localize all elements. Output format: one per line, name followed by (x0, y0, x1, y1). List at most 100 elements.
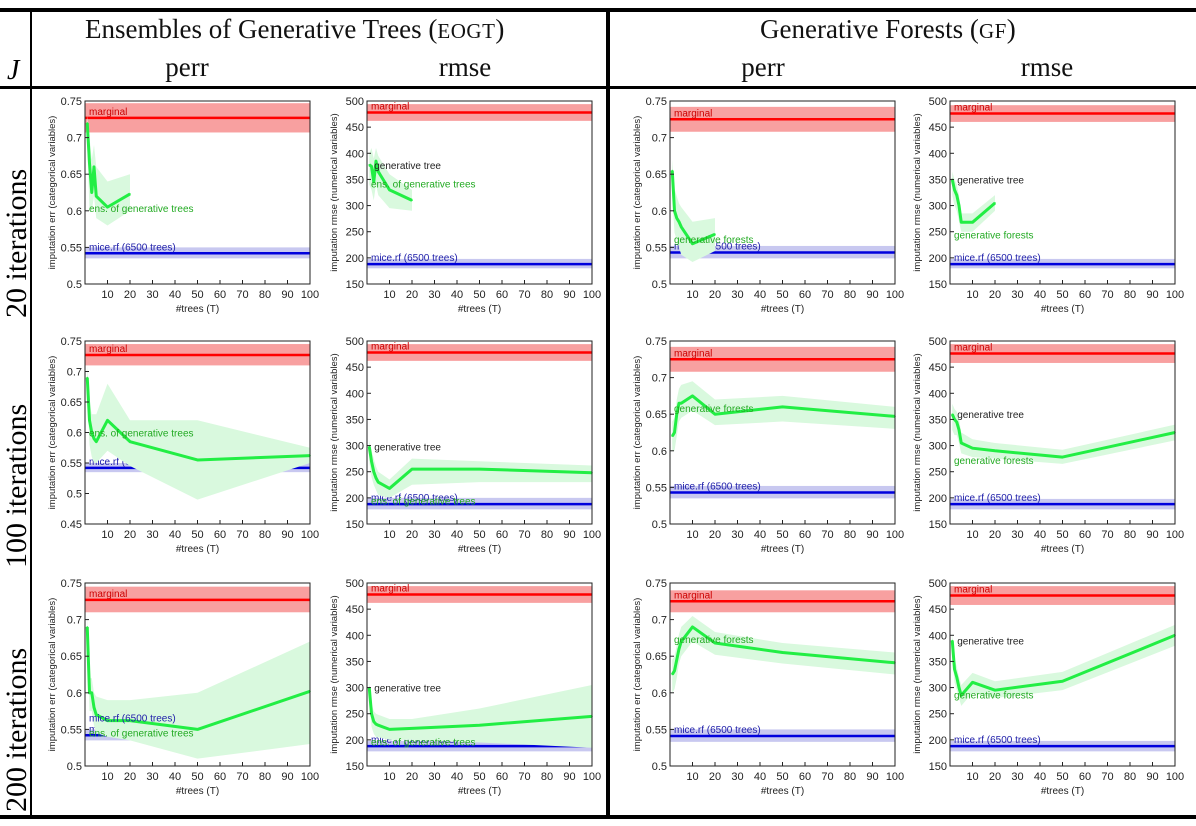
data-point (372, 470, 375, 473)
chart-2-3: marginal mice.rf (6500 trees) generative t… (912, 578, 1184, 797)
x-tick-label: 60 (1079, 289, 1091, 301)
marginal-label: marginal (954, 103, 992, 114)
x-axis-label: #trees (T) (458, 786, 501, 797)
marginal-label: marginal (89, 107, 127, 118)
x-tick-label: 100 (1166, 529, 1184, 541)
y-tick-label: 500 (346, 578, 364, 590)
data-point (106, 206, 109, 208)
x-tick-label: 50 (776, 289, 788, 301)
mice-rf-label: mice.rf (6500 trees) (674, 725, 761, 736)
data-point (714, 233, 716, 236)
y-tick-label: 0.75 (646, 336, 667, 348)
y-tick-label: 0.65 (61, 397, 82, 409)
y-tick-label: 0.55 (646, 724, 667, 736)
data-point (411, 468, 413, 470)
chart-0-3: marginal mice.rf (6500 trees) generative t… (912, 96, 1184, 315)
column-title-eogt-perr: perr (165, 52, 209, 82)
x-tick-label: 60 (799, 529, 811, 541)
marginal-label: marginal (89, 344, 127, 355)
data-point (88, 162, 91, 165)
x-tick-label: 70 (518, 289, 530, 301)
y-tick-label: 0.5 (67, 489, 82, 501)
y-tick-label: 0.6 (67, 688, 82, 700)
y-tick-label: 250 (346, 467, 364, 479)
y-tick-label: 150 (929, 279, 947, 291)
x-tick-label: 90 (1146, 771, 1158, 783)
y-tick-label: 0.55 (61, 458, 82, 470)
annotation-label: generative tree (374, 161, 441, 172)
data-point (953, 668, 956, 671)
annotation-label: ens. of generative trees (371, 737, 476, 748)
x-tick-label: 10 (101, 529, 113, 541)
y-tick-label: 0.5 (652, 761, 667, 773)
data-point (671, 169, 674, 172)
data-point (678, 402, 680, 405)
x-tick-label: 20 (989, 289, 1001, 301)
y-tick-label: 0.7 (652, 373, 667, 385)
x-tick-label: 70 (236, 529, 248, 541)
x-tick-label: 70 (1101, 529, 1113, 541)
top-rule (0, 8, 1196, 12)
mice-rf-label: mice.rf (6500 trees) (371, 253, 458, 264)
x-tick-label: 90 (866, 289, 878, 301)
group-title-gf-text: Generative Forests ( (760, 14, 979, 44)
x-tick-label: 80 (844, 529, 856, 541)
chart-0-2: marginal mice.rf (6500 trees)generative f… (632, 96, 904, 315)
x-tick-label: 90 (281, 289, 293, 301)
y-tick-label: 300 (346, 441, 364, 453)
data-point (781, 651, 784, 654)
x-tick-label: 100 (1166, 771, 1184, 783)
x-tick-label: 60 (214, 529, 226, 541)
data-point (93, 166, 95, 168)
data-point (368, 163, 371, 166)
chart-2-2: marginal mice.rf (6500 trees) generative f… (632, 578, 904, 797)
data-point (196, 728, 199, 731)
annotation-label: ens. of generative trees (89, 729, 194, 740)
data-point (388, 189, 391, 191)
x-tick-label: 50 (1056, 529, 1068, 541)
y-tick-label: 250 (929, 709, 947, 721)
x-axis-label: #trees (T) (1041, 786, 1084, 797)
y-axis-label: imputation err (categorical variables) (47, 598, 58, 752)
data-point (671, 435, 674, 437)
y-axis-label: imputation err (categorical variables) (632, 356, 643, 510)
j-column-divider (30, 12, 32, 815)
group-title-gf-abbr: GF (978, 19, 1007, 43)
x-tick-label: 40 (1034, 771, 1046, 783)
y-tick-label: 400 (929, 630, 947, 642)
x-tick-label: 40 (754, 289, 766, 301)
annotation-label: generative tree (374, 443, 441, 454)
data-point (960, 442, 963, 444)
x-tick-label: 70 (1101, 771, 1113, 783)
x-tick-label: 40 (1034, 529, 1046, 541)
data-point (958, 204, 960, 207)
x-tick-label: 10 (966, 289, 978, 301)
x-axis-label: #trees (T) (176, 786, 219, 797)
y-tick-label: 0.75 (61, 336, 82, 348)
data-point (93, 706, 95, 709)
data-point (95, 195, 98, 197)
chart-1-3: marginal mice.rf (6500 trees) generative t… (912, 336, 1184, 555)
marginal-label: marginal (674, 590, 712, 601)
y-tick-label: 0.65 (646, 169, 667, 181)
x-tick-label: 30 (146, 289, 158, 301)
data-point (971, 221, 974, 224)
x-tick-label: 40 (169, 771, 181, 783)
y-axis-label: imputation rmse (numerical variables) (912, 595, 923, 753)
data-point (671, 673, 674, 676)
x-tick-label: 40 (169, 289, 181, 301)
marginal-label: marginal (954, 585, 992, 596)
annotation-label: generative forests (954, 456, 1034, 467)
y-tick-label: 400 (346, 148, 364, 160)
x-tick-label: 90 (866, 771, 878, 783)
data-point (781, 406, 784, 408)
group-title-eogt-text: Ensembles of Generative Trees ( (85, 14, 438, 44)
data-point (129, 440, 131, 443)
y-tick-label: 200 (346, 735, 364, 747)
y-tick-label: 0.7 (67, 133, 82, 145)
x-tick-label: 100 (301, 529, 319, 541)
x-tick-label: 30 (428, 289, 440, 301)
data-point (375, 160, 377, 162)
